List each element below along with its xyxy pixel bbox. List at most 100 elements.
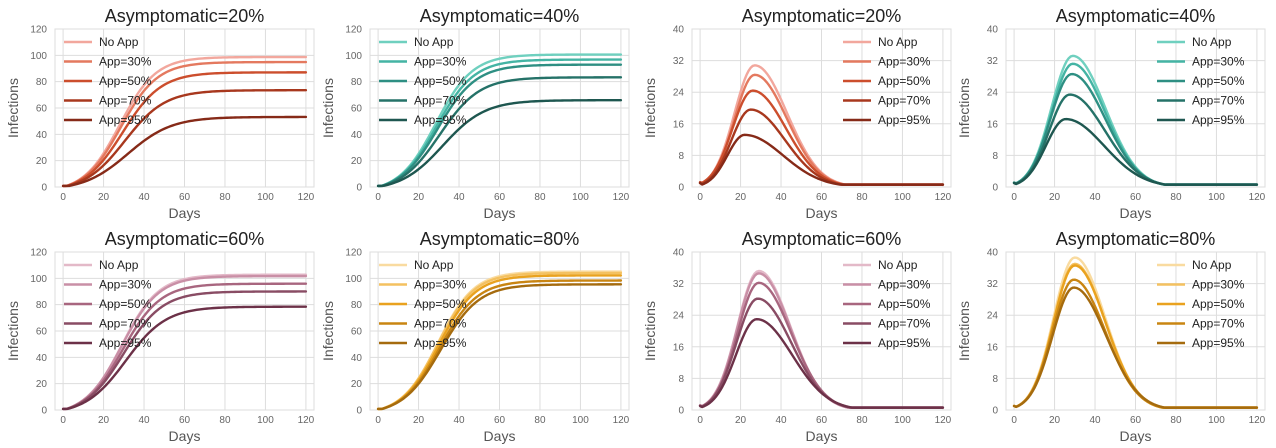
legend: No App App=30% App=50% App=70% App=95% xyxy=(1157,258,1245,350)
y-tick-label: 0 xyxy=(356,406,362,417)
legend-label: App=95% xyxy=(878,113,931,127)
y-tick-label: 60 xyxy=(36,104,48,115)
y-tick-label: 60 xyxy=(351,104,363,115)
y-tick-label: 8 xyxy=(992,151,998,162)
legend: No App App=30% App=50% App=70% App=95% xyxy=(379,35,467,127)
x-tick-label: 0 xyxy=(375,192,381,203)
x-tick-label: 0 xyxy=(697,415,703,426)
y-tick-label: 80 xyxy=(36,300,48,311)
x-tick-label: 120 xyxy=(935,192,952,203)
legend: No App App=30% App=50% App=70% App=95% xyxy=(843,35,931,127)
legend-label: App=30% xyxy=(878,278,931,292)
y-tick-label: 32 xyxy=(673,56,685,67)
y-tick-label: 100 xyxy=(30,51,47,62)
y-tick-label: 16 xyxy=(673,342,685,353)
y-tick-label: 60 xyxy=(351,327,363,338)
y-tick-label: 16 xyxy=(987,342,999,353)
series-line-4 xyxy=(61,89,308,188)
legend-label: App=95% xyxy=(99,113,152,127)
legend: No App App=30% App=50% App=70% App=95% xyxy=(64,258,152,350)
y-tick-label: 40 xyxy=(351,130,363,141)
x-tick-label: 80 xyxy=(219,415,231,426)
x-tick-label: 40 xyxy=(453,415,465,426)
legend-label: App=70% xyxy=(99,94,152,108)
legend-label: App=70% xyxy=(1192,94,1245,108)
series-line-5 xyxy=(61,115,308,188)
chart-panel-2: 0 20 40 60 80 100 120 0 20 40 60 80 100 120 No App App=… xyxy=(320,6,630,221)
y-tick-label: 0 xyxy=(41,183,47,194)
chart-title: Asymptomatic=80% xyxy=(420,229,580,249)
series-line-5 xyxy=(61,305,308,411)
legend-label: No App xyxy=(99,35,139,49)
legend-label: App=50% xyxy=(878,297,931,311)
chart-panel-1: 0 20 40 60 80 100 120 0 20 40 60 80 100 120 No App App=… xyxy=(5,6,315,221)
y-tick-label: 40 xyxy=(36,353,48,364)
x-tick-label: 0 xyxy=(375,415,381,426)
y-tick-label: 24 xyxy=(987,88,999,99)
y-tick-label: 40 xyxy=(36,130,48,141)
legend: No App App=30% App=50% App=70% App=95% xyxy=(1157,35,1245,127)
chart-title: Asymptomatic=60% xyxy=(742,229,902,249)
x-tick-label: 80 xyxy=(1170,415,1182,426)
x-tick-label: 20 xyxy=(735,415,747,426)
legend-label: App=30% xyxy=(99,278,152,292)
x-tick-label: 20 xyxy=(1049,415,1061,426)
x-tick-label: 60 xyxy=(816,415,828,426)
legend-label: App=70% xyxy=(414,317,467,331)
y-tick-label: 40 xyxy=(673,248,685,259)
y-tick-label: 8 xyxy=(678,374,684,385)
x-axis-label: Days xyxy=(806,428,838,444)
x-tick-label: 100 xyxy=(257,192,274,203)
legend-label: App=50% xyxy=(1192,297,1245,311)
legend-label: App=95% xyxy=(414,336,467,350)
legend-label: App=95% xyxy=(99,336,152,350)
x-axis-label: Days xyxy=(169,205,201,221)
series-line-5 xyxy=(376,283,623,411)
legend: No App App=30% App=50% App=70% App=95% xyxy=(64,35,152,127)
x-tick-label: 120 xyxy=(1249,415,1266,426)
y-axis-label: Infections xyxy=(956,78,972,138)
chart-title: Asymptomatic=60% xyxy=(105,229,265,249)
x-tick-label: 100 xyxy=(257,415,274,426)
legend-label: App=95% xyxy=(1192,336,1245,350)
series-line-1 xyxy=(61,55,308,188)
x-tick-label: 20 xyxy=(1049,192,1061,203)
x-axis-label: Days xyxy=(169,428,201,444)
legend-label: App=70% xyxy=(1192,317,1245,331)
x-tick-label: 40 xyxy=(138,192,150,203)
x-tick-label: 100 xyxy=(894,192,911,203)
y-tick-label: 120 xyxy=(345,25,362,36)
y-tick-label: 100 xyxy=(345,274,362,285)
series-line-5 xyxy=(698,133,945,186)
x-tick-label: 120 xyxy=(298,415,315,426)
y-tick-label: 20 xyxy=(36,156,48,167)
x-tick-label: 100 xyxy=(1208,415,1225,426)
series-line-5 xyxy=(698,317,945,409)
series-line-5 xyxy=(376,98,623,188)
y-tick-label: 40 xyxy=(987,25,999,36)
x-tick-label: 0 xyxy=(1011,415,1017,426)
y-tick-label: 120 xyxy=(345,248,362,259)
y-tick-label: 0 xyxy=(41,406,47,417)
x-tick-label: 0 xyxy=(697,192,703,203)
x-tick-label: 60 xyxy=(179,415,191,426)
x-tick-label: 60 xyxy=(1130,192,1142,203)
legend-label: No App xyxy=(1192,35,1232,49)
legend-label: No App xyxy=(414,35,454,49)
x-tick-label: 40 xyxy=(138,415,150,426)
legend-label: App=50% xyxy=(1192,74,1245,88)
x-tick-label: 60 xyxy=(494,415,506,426)
legend-label: No App xyxy=(1192,258,1232,272)
x-tick-label: 40 xyxy=(775,415,787,426)
x-tick-label: 20 xyxy=(413,415,425,426)
y-tick-label: 0 xyxy=(678,406,684,417)
y-axis-label: Infections xyxy=(5,301,21,361)
x-tick-label: 120 xyxy=(298,192,315,203)
y-tick-label: 40 xyxy=(987,248,999,259)
legend-label: App=30% xyxy=(414,278,467,292)
x-axis-label: Days xyxy=(806,205,838,221)
x-tick-label: 100 xyxy=(572,192,589,203)
chart-panel-6: 0 20 40 60 80 100 120 0 20 40 60 80 100 120 No App App=… xyxy=(320,229,630,444)
legend-label: No App xyxy=(99,258,139,272)
chart-panel-8: 0 20 40 60 80 100 120 0 8 16 24 32 40 No App App=30% Ap… xyxy=(956,229,1266,444)
